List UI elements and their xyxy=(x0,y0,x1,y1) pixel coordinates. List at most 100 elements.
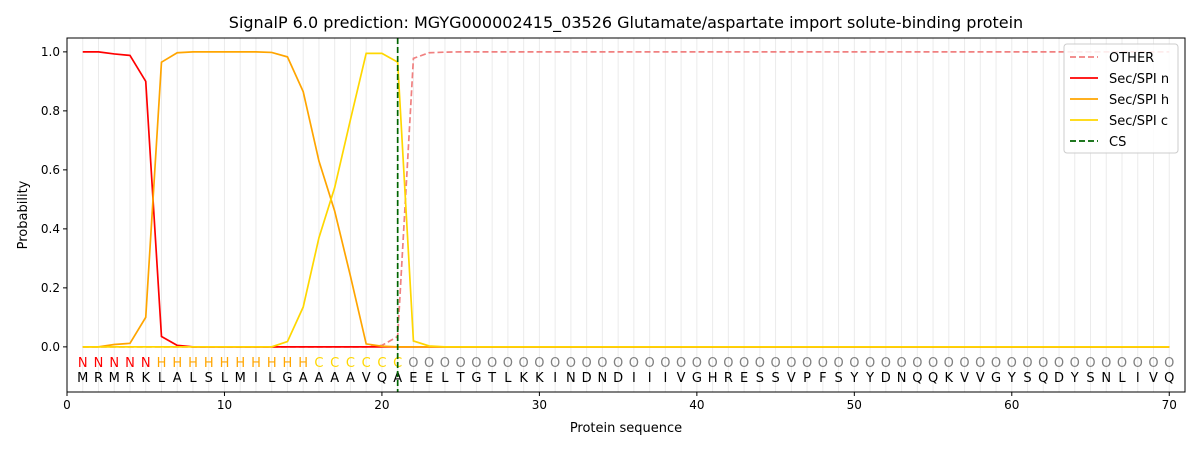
region-label: H xyxy=(157,356,167,371)
region-label: O xyxy=(723,356,733,371)
region-label: O xyxy=(676,356,686,371)
x-tick-label: 50 xyxy=(847,398,862,412)
region-label: O xyxy=(707,356,717,371)
region-label: O xyxy=(991,356,1001,371)
region-label: O xyxy=(503,356,513,371)
region-label: O xyxy=(739,356,749,371)
series-line-other xyxy=(82,51,1170,348)
region-label: O xyxy=(1022,356,1032,371)
region-label: O xyxy=(849,356,859,371)
y-tick-label: 1.0 xyxy=(41,45,60,59)
region-label: H xyxy=(172,356,182,371)
region-label: O xyxy=(597,356,607,371)
region-label: O xyxy=(1070,356,1080,371)
x-tick-label: 40 xyxy=(689,398,704,412)
region-label: H xyxy=(204,356,214,371)
region-label: O xyxy=(1101,356,1111,371)
region-label: O xyxy=(802,356,812,371)
y-tick-label: 0.0 xyxy=(41,340,60,354)
region-label: O xyxy=(566,356,576,371)
legend-label: CS xyxy=(1109,135,1126,150)
region-label: N xyxy=(78,356,88,371)
region-label: O xyxy=(1085,356,1095,371)
region-label: O xyxy=(786,356,796,371)
region-label: O xyxy=(959,356,969,371)
region-label: O xyxy=(629,356,639,371)
legend-label: Sec/SPI c xyxy=(1109,114,1168,129)
region-label: O xyxy=(660,356,670,371)
region-label: N xyxy=(94,356,104,371)
legend-label: Sec/SPI n xyxy=(1109,72,1169,87)
y-axis-label: Probability xyxy=(16,180,31,249)
region-label: O xyxy=(487,356,497,371)
region-label: N xyxy=(141,356,151,371)
region-label: O xyxy=(1117,356,1127,371)
region-label: O xyxy=(613,356,623,371)
region-label: O xyxy=(881,356,891,371)
region-label: O xyxy=(833,356,843,371)
region-label: O xyxy=(975,356,985,371)
region-label: H xyxy=(298,356,308,371)
x-tick-label: 70 xyxy=(1162,398,1177,412)
region-label: H xyxy=(283,356,293,371)
region-label: O xyxy=(424,356,434,371)
region-label: C xyxy=(346,356,355,371)
legend-label: OTHER xyxy=(1109,51,1154,66)
y-tick-label: 0.4 xyxy=(41,222,60,236)
region-label: O xyxy=(1164,356,1174,371)
region-label: C xyxy=(314,356,323,371)
region-label: O xyxy=(912,356,922,371)
region-label: H xyxy=(188,356,198,371)
region-label: O xyxy=(645,356,655,371)
legend-box xyxy=(1063,43,1179,154)
region-label: O xyxy=(818,356,828,371)
x-tick-label: 20 xyxy=(374,398,389,412)
region-label: O xyxy=(770,356,780,371)
legend-label: Sec/SPI h xyxy=(1109,93,1169,108)
region-label: O xyxy=(1038,356,1048,371)
region-label: O xyxy=(534,356,544,371)
region-label: H xyxy=(235,356,245,371)
x-axis-label: Protein sequence xyxy=(570,421,682,436)
region-label: O xyxy=(692,356,702,371)
region-label: C xyxy=(330,356,339,371)
y-tick-label: 0.6 xyxy=(41,163,60,177)
plot-frame xyxy=(66,37,1186,393)
region-label: C xyxy=(377,356,386,371)
x-tick-label: 30 xyxy=(532,398,547,412)
region-label: O xyxy=(1054,356,1064,371)
protein-sequence: MRMRKLALSLMILGAAAAVQAEELTGTLKKINDNDIIIVG… xyxy=(77,371,1174,386)
y-tick-label: 0.2 xyxy=(41,281,60,295)
region-label: O xyxy=(456,356,466,371)
region-label: C xyxy=(362,356,371,371)
region-label: O xyxy=(519,356,529,371)
region-label: O xyxy=(471,356,481,371)
region-label: H xyxy=(220,356,230,371)
series-line-sec-spi-h xyxy=(82,51,1170,348)
region-label: O xyxy=(440,356,450,371)
region-label: O xyxy=(1148,356,1158,371)
region-label: H xyxy=(251,356,261,371)
region-label: O xyxy=(408,356,418,371)
region-label: H xyxy=(267,356,277,371)
region-label: O xyxy=(550,356,560,371)
chart-title: SignalP 6.0 prediction: MGYG000002415_03… xyxy=(229,13,1023,33)
region-label: O xyxy=(944,356,954,371)
series-line-sec-spi-c xyxy=(82,52,1170,348)
region-label: O xyxy=(896,356,906,371)
region-label: O xyxy=(928,356,938,371)
x-tick-label: 10 xyxy=(217,398,232,412)
series-line-sec-spi-n xyxy=(82,51,1170,348)
region-label: O xyxy=(865,356,875,371)
region-label: O xyxy=(1133,356,1143,371)
region-label: N xyxy=(109,356,119,371)
region-label: N xyxy=(125,356,135,371)
region-label: O xyxy=(1007,356,1017,371)
y-tick-label: 0.8 xyxy=(41,104,60,118)
x-tick-label: 0 xyxy=(63,398,71,412)
x-tick-label: 60 xyxy=(1004,398,1019,412)
region-label: O xyxy=(755,356,765,371)
region-label: O xyxy=(582,356,592,371)
